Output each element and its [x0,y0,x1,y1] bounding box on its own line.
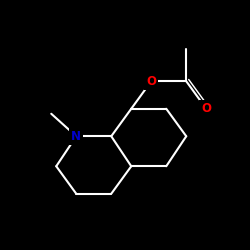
Text: O: O [201,102,211,115]
Text: N: N [71,130,81,143]
Text: O: O [146,75,156,88]
